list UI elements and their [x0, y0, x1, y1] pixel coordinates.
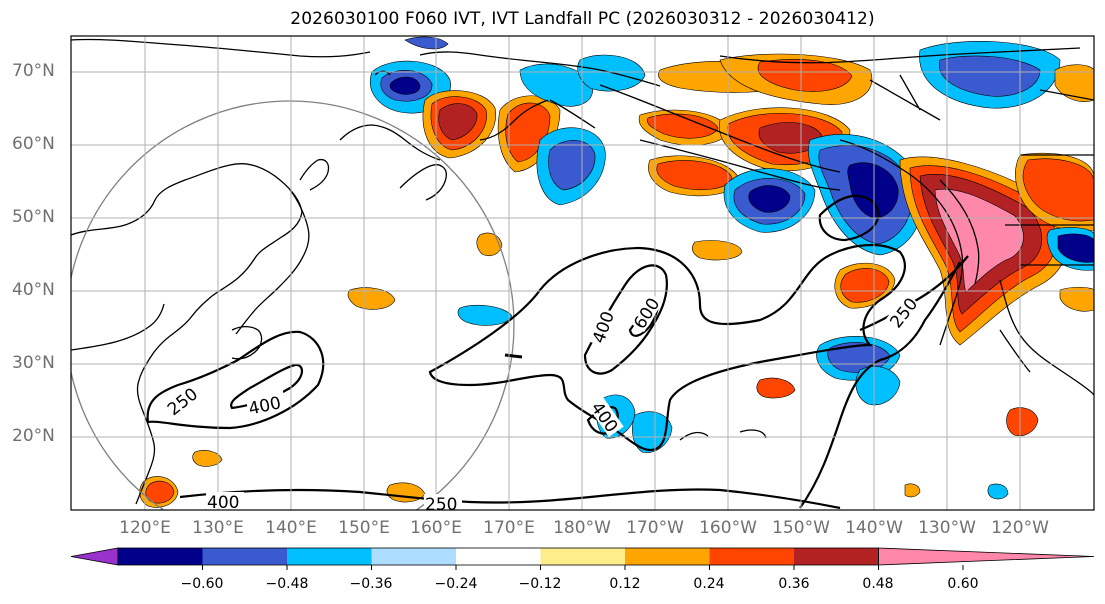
colorbar-segment: [371, 548, 456, 565]
colorbar-tick: 0.36: [778, 576, 810, 592]
colorbar-segment: [118, 548, 203, 565]
map-title: 2026030100 F060 IVT, IVT Landfall PC (20…: [290, 9, 875, 29]
lat-label: 60°N: [12, 134, 55, 154]
colorbar-segment: [456, 548, 541, 565]
contour-label: 250: [425, 495, 457, 515]
contour-label: 400: [207, 493, 239, 513]
lon-label: 130°E: [192, 518, 244, 538]
lon-label: 140°W: [845, 518, 903, 538]
lon-label: 160°W: [699, 518, 757, 538]
lon-label: 170°E: [483, 518, 535, 538]
colorbar-tick: 0.24: [693, 576, 725, 592]
colorbar-outline: [117, 547, 879, 566]
lat-label: 50°N: [12, 207, 55, 227]
colorbar-tick: −0.36: [349, 576, 393, 592]
range-ring: [71, 100, 515, 510]
lon-label: 150°E: [338, 518, 390, 538]
colorbar-extend-high: [878, 547, 1095, 566]
lat-label: 70°N: [12, 61, 55, 81]
lat-label: 40°N: [12, 280, 55, 300]
lon-label: 170°W: [626, 518, 684, 538]
graticule: [71, 36, 1094, 510]
colorbar-tick: −0.12: [518, 576, 562, 592]
lon-label: 130°W: [918, 518, 976, 538]
colorbar-segment: [540, 548, 625, 565]
lon-label: 120°E: [119, 518, 171, 538]
colorbar-segment: [709, 548, 794, 565]
colorbar-extend-low: [70, 547, 119, 566]
colorbar-tick: 0.12: [609, 576, 641, 592]
colorbar-segment: [794, 548, 879, 565]
colorbar-tick: 0.60: [947, 576, 979, 592]
colorbar-segment: [625, 548, 710, 565]
ivt-contours: [146, 194, 969, 510]
lon-label: 150°W: [772, 518, 830, 538]
lon-label: 160°E: [410, 518, 462, 538]
lon-label: 180°W: [553, 518, 611, 538]
lon-label: 140°E: [265, 518, 317, 538]
anomaly-shading: [139, 36, 1094, 508]
lon-label: 120°W: [991, 518, 1049, 538]
colorbar-tick: −0.60: [180, 576, 224, 592]
colorbar-tick: 0.48: [862, 576, 894, 592]
colorbar-segment: [287, 548, 372, 565]
colorbar-segment: [202, 548, 287, 565]
lat-label: 30°N: [12, 353, 55, 373]
colorbar-tick: −0.24: [434, 576, 478, 592]
colorbar-tick: −0.48: [265, 576, 309, 592]
lat-label: 20°N: [12, 426, 55, 446]
coastlines: [71, 38, 1094, 505]
